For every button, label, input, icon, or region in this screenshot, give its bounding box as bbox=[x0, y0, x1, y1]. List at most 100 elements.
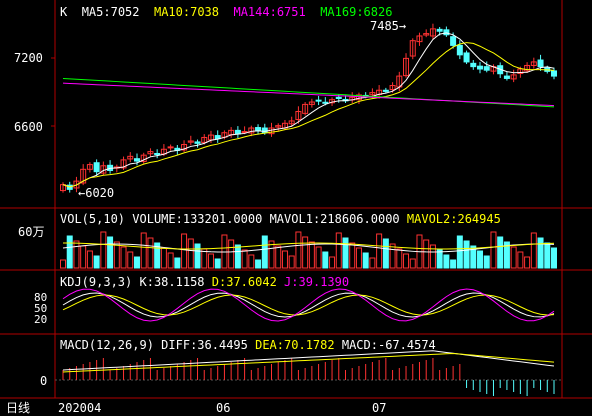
ma5-line bbox=[62, 32, 555, 188]
volume-bar bbox=[154, 242, 161, 269]
period-label[interactable]: 日线 bbox=[6, 401, 31, 415]
volume-bar bbox=[295, 231, 302, 269]
macd-diff-label: DIFF:36.4495 bbox=[161, 338, 248, 352]
candle-body bbox=[86, 164, 93, 170]
ma5-label: MA5:7052 bbox=[81, 5, 140, 19]
volume-bar bbox=[510, 246, 517, 269]
volume-bar bbox=[140, 232, 147, 269]
candle-body bbox=[463, 52, 470, 63]
candle-body bbox=[423, 33, 430, 36]
candle-body bbox=[403, 57, 410, 77]
candle-body bbox=[382, 89, 389, 92]
volume-bar bbox=[463, 240, 470, 269]
ma144-label: MA144:6751 bbox=[233, 5, 306, 19]
volume-bar bbox=[268, 240, 275, 269]
volume-bar bbox=[403, 253, 410, 269]
candle-body bbox=[201, 136, 208, 143]
volume-bar bbox=[127, 251, 134, 269]
candle-body bbox=[302, 103, 309, 114]
panel-title-macd: MACD(12,26,9) bbox=[60, 338, 154, 352]
low-price-label: ←6020 bbox=[78, 186, 115, 200]
volume-bar bbox=[436, 249, 443, 269]
candle-body bbox=[80, 168, 87, 184]
volume-bar bbox=[248, 254, 255, 269]
volume-bar bbox=[389, 243, 396, 269]
date-label-06: 06 bbox=[216, 401, 231, 415]
kdj-y-tick-50: 50 bbox=[34, 302, 48, 315]
date-label-start: 202004 bbox=[58, 401, 102, 415]
candle-body bbox=[194, 141, 201, 144]
volume-bar bbox=[396, 248, 403, 269]
candle-body bbox=[315, 99, 322, 102]
candle-body bbox=[181, 144, 188, 151]
mavol2-label: MAVOL2:264945 bbox=[406, 212, 501, 226]
candle-body bbox=[93, 162, 100, 173]
date-label-07: 07 bbox=[372, 401, 387, 415]
candle-body bbox=[429, 28, 436, 37]
volume-bar bbox=[80, 245, 87, 269]
volume-bar bbox=[147, 237, 154, 269]
kdj-y-tick-20: 20 bbox=[34, 313, 48, 326]
volume-bar bbox=[167, 252, 174, 269]
macd-y-tick-0: 0 bbox=[40, 374, 48, 388]
volume-bar bbox=[537, 237, 544, 269]
volume-bar bbox=[308, 241, 315, 269]
candle-body bbox=[288, 120, 295, 125]
candle-body bbox=[409, 40, 416, 57]
volume-bar bbox=[302, 236, 309, 269]
candle-body bbox=[369, 92, 376, 96]
volume-bar bbox=[376, 233, 383, 269]
volume-bar bbox=[544, 242, 551, 269]
volume-bar bbox=[255, 259, 262, 269]
candle-body bbox=[255, 127, 262, 131]
candle-body bbox=[335, 96, 342, 100]
candle-body bbox=[436, 28, 443, 32]
volume-bar bbox=[133, 256, 140, 269]
volume-bar bbox=[234, 244, 241, 269]
candle-body bbox=[483, 66, 490, 71]
candle-body bbox=[295, 110, 302, 121]
volume-bar bbox=[429, 244, 436, 269]
candle-body bbox=[355, 94, 362, 101]
candle-body bbox=[127, 155, 134, 160]
candle-body bbox=[443, 29, 450, 36]
volume-bar bbox=[423, 239, 430, 269]
mavol1-line bbox=[62, 243, 555, 253]
volume-bar bbox=[261, 235, 268, 269]
candle-body bbox=[308, 101, 315, 105]
volume-bar bbox=[100, 231, 107, 269]
candle-body bbox=[524, 64, 531, 72]
candle-body bbox=[241, 131, 248, 134]
volume-bar bbox=[369, 257, 376, 269]
volume-bar bbox=[107, 236, 114, 269]
candle-body bbox=[503, 75, 510, 79]
volume-bar bbox=[275, 245, 282, 269]
volume-label: VOLUME:133201.0000 bbox=[132, 212, 263, 226]
ma10-label: MA10:7038 bbox=[153, 5, 220, 19]
volume-bar bbox=[335, 232, 342, 269]
candle-body bbox=[456, 44, 463, 56]
candle-body bbox=[530, 61, 537, 66]
volume-bar bbox=[194, 243, 201, 269]
volume-bar bbox=[241, 249, 248, 269]
candle-body bbox=[551, 70, 557, 77]
volume-bar bbox=[181, 233, 188, 269]
volume-bar bbox=[443, 254, 450, 269]
volume-bar bbox=[551, 247, 557, 269]
volume-bar bbox=[93, 255, 100, 269]
candle-body bbox=[147, 151, 154, 155]
volume-bar bbox=[355, 247, 362, 269]
y-tick-7200: 7200 bbox=[14, 51, 43, 65]
macd-dea-line bbox=[62, 352, 555, 373]
y-tick-6600: 6600 bbox=[14, 120, 43, 134]
candle-body bbox=[133, 158, 140, 162]
candle-body bbox=[537, 59, 544, 68]
mavol1-label: MAVOL1:218606.0000 bbox=[269, 212, 400, 226]
high-price-label: 7485→ bbox=[370, 19, 407, 33]
panel-title-vol: VOL(5,10) bbox=[60, 212, 126, 226]
candle-body bbox=[73, 180, 80, 189]
mavol2-line bbox=[62, 242, 555, 250]
volume-bar bbox=[73, 240, 80, 269]
candle-body bbox=[510, 74, 517, 80]
